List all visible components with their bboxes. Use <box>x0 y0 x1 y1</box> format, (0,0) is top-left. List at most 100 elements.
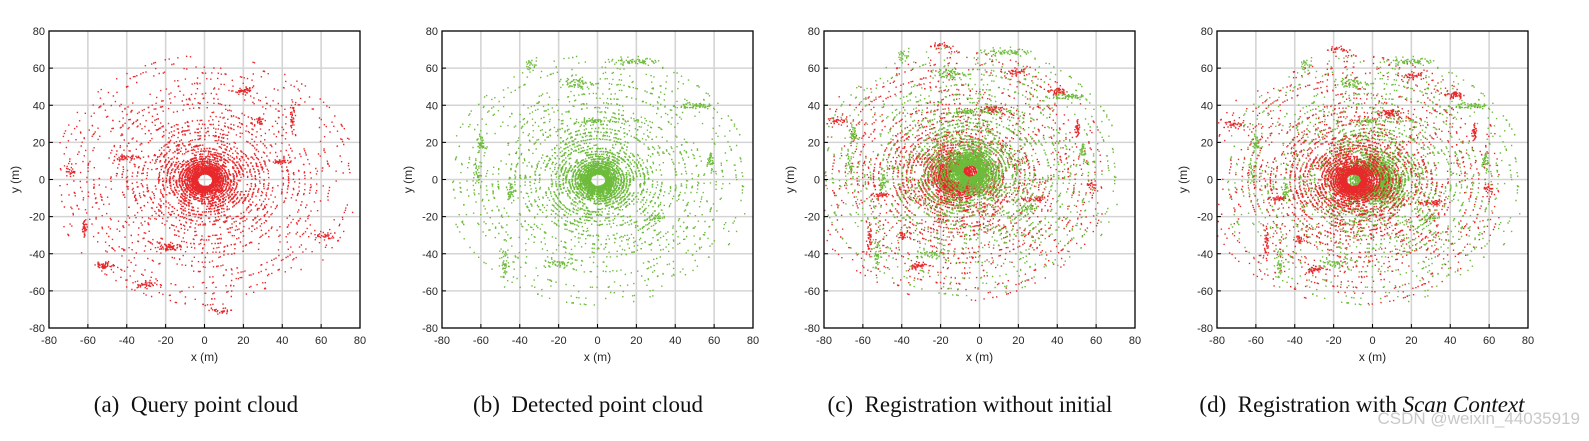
y-tick-label: -20 <box>422 212 438 224</box>
subfigure-caption: (c) Registration without initial <box>828 392 1113 417</box>
panels: -80 -60 -40 -20 0 20 40 60 80 -80 -60 -40 -20 0 20 40 60… <box>8 26 1534 417</box>
series-query <box>59 55 354 315</box>
x-axis-label: x (m) <box>584 350 611 364</box>
y-tick-label: -80 <box>804 323 820 335</box>
y-tick-label: 0 <box>432 175 438 187</box>
y-tick-label: 20 <box>1201 137 1213 149</box>
caption-label: (a) <box>94 392 131 417</box>
x-axis-label: x (m) <box>966 350 993 364</box>
x-tick-label: 40 <box>1051 335 1063 347</box>
caption-label: (c) <box>828 392 865 417</box>
chart-panel-a: -80 -60 -40 -20 0 20 40 60 80 -80 -60 -40 -20 0 20 40 60… <box>8 26 366 417</box>
y-axis-label: y (m) <box>783 166 797 193</box>
series-detected <box>824 46 1118 297</box>
x-tick-label: -20 <box>933 335 949 347</box>
y-tick-label: -40 <box>1197 249 1213 261</box>
y-tick-label: -20 <box>29 212 45 224</box>
x-tick-label: -80 <box>816 335 832 347</box>
series-detected <box>452 55 746 306</box>
y-tick-label: -80 <box>29 323 45 335</box>
scatter-points <box>59 55 354 315</box>
x-tick-label: 20 <box>1012 335 1024 347</box>
x-tick-label: 80 <box>1129 335 1141 347</box>
x-tick-label: 40 <box>1444 335 1456 347</box>
y-tick-label: -40 <box>29 249 45 261</box>
y-tick-label: 40 <box>33 100 45 112</box>
chart-panel-b: -80 -60 -40 -20 0 20 40 60 80 -80 -60 -40 -20 0 20 40 60… <box>401 26 759 417</box>
caption-label: (b) <box>473 392 511 417</box>
y-tick-label: 60 <box>33 63 45 75</box>
y-tick-label: 20 <box>808 137 820 149</box>
y-tick-label: 80 <box>33 26 45 38</box>
y-tick-label: -80 <box>422 323 438 335</box>
x-tick-label: -60 <box>473 335 489 347</box>
x-tick-label: 0 <box>1369 335 1375 347</box>
x-axis-label: x (m) <box>191 350 218 364</box>
y-axis-label: y (m) <box>8 166 22 193</box>
x-tick-label: 60 <box>315 335 327 347</box>
y-tick-label: -20 <box>1197 212 1213 224</box>
y-tick-label: 20 <box>33 137 45 149</box>
x-tick-label: 40 <box>669 335 681 347</box>
x-tick-label: 60 <box>1090 335 1102 347</box>
y-tick-label: -60 <box>29 286 45 298</box>
x-tick-label: 20 <box>630 335 642 347</box>
y-tick-label: 40 <box>426 100 438 112</box>
y-tick-label: 0 <box>1207 175 1213 187</box>
subfigure-caption: (d) Registration with Scan Context <box>1199 392 1525 417</box>
x-tick-label: -40 <box>894 335 910 347</box>
x-tick-label: 60 <box>708 335 720 347</box>
scatter-points <box>1217 45 1500 305</box>
x-tick-label: -60 <box>855 335 871 347</box>
x-tick-label: 20 <box>1405 335 1417 347</box>
caption-text: Detected point cloud <box>511 392 703 417</box>
x-tick-label: -20 <box>1326 335 1342 347</box>
y-tick-label: -40 <box>804 249 820 261</box>
y-tick-label: -60 <box>422 286 438 298</box>
y-tick-label: -60 <box>804 286 820 298</box>
y-tick-label: 0 <box>39 175 45 187</box>
subfigure-caption: (b) Detected point cloud <box>473 392 703 417</box>
chart-panel-c: -80 -60 -40 -20 0 20 40 60 80 -80 -60 -40 -20 0 20 40 60… <box>783 26 1141 417</box>
y-tick-label: -20 <box>804 212 820 224</box>
x-tick-label: -20 <box>551 335 567 347</box>
y-tick-label: 40 <box>1201 100 1213 112</box>
y-tick-label: -60 <box>1197 286 1213 298</box>
y-tick-label: 60 <box>808 63 820 75</box>
x-tick-label: -80 <box>1209 335 1225 347</box>
x-tick-label: 20 <box>237 335 249 347</box>
y-axis-label: y (m) <box>1176 166 1190 193</box>
x-tick-label: -60 <box>80 335 96 347</box>
x-tick-label: -40 <box>119 335 135 347</box>
x-tick-label: 80 <box>747 335 759 347</box>
watermark: CSDN @weixin_44035919 <box>1378 409 1580 428</box>
y-tick-label: -40 <box>422 249 438 261</box>
x-tick-label: -40 <box>512 335 528 347</box>
x-tick-label: 0 <box>976 335 982 347</box>
y-tick-label: 0 <box>814 175 820 187</box>
x-tick-label: -60 <box>1248 335 1264 347</box>
y-tick-label: 60 <box>1201 63 1213 75</box>
caption-label: (d) <box>1199 392 1237 417</box>
x-tick-label: 40 <box>276 335 288 347</box>
caption-italic-text: Scan Context <box>1403 392 1526 417</box>
scatter-points <box>824 46 1118 297</box>
subfigure-caption: (a) Query point cloud <box>94 392 299 417</box>
x-tick-label: 80 <box>1522 335 1534 347</box>
series-query <box>1217 45 1500 305</box>
x-tick-label: -80 <box>434 335 450 347</box>
y-tick-label: 20 <box>426 137 438 149</box>
caption-text: Query point cloud <box>131 392 299 417</box>
y-tick-label: 40 <box>808 100 820 112</box>
y-tick-label: -80 <box>1197 323 1213 335</box>
x-axis-label: x (m) <box>1359 350 1386 364</box>
x-tick-label: -40 <box>1287 335 1303 347</box>
x-tick-label: -20 <box>158 335 174 347</box>
y-tick-label: 80 <box>1201 26 1213 38</box>
y-tick-label: 80 <box>426 26 438 38</box>
x-tick-label: 60 <box>1483 335 1495 347</box>
caption-text: Registration without initial <box>865 392 1113 417</box>
x-tick-label: 80 <box>354 335 366 347</box>
caption-text: Registration with <box>1238 392 1403 417</box>
